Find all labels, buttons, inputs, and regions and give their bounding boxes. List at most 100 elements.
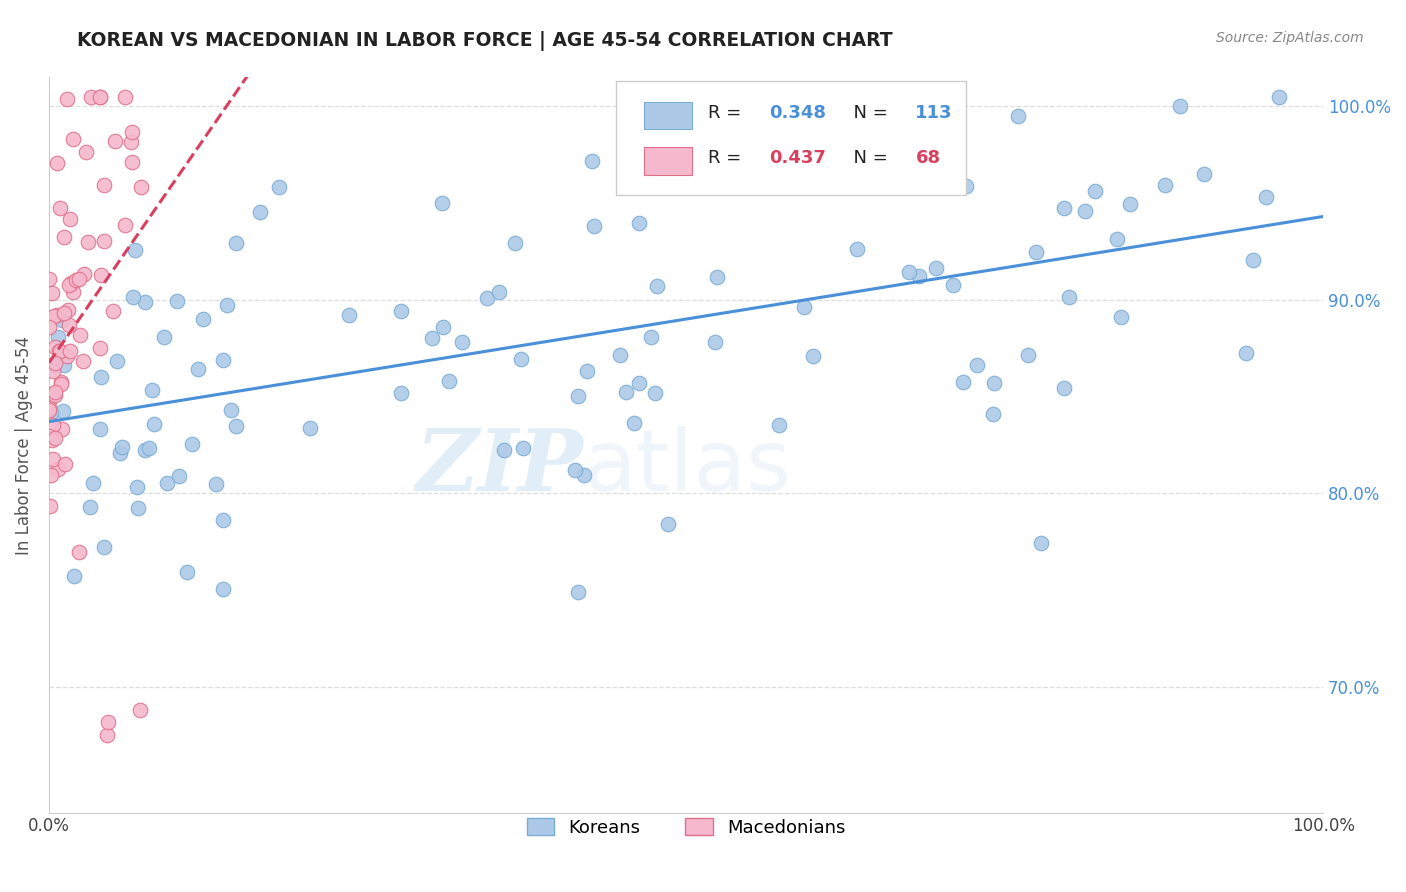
Macedonians [44, 340, 66, 354]
Koreans [298, 421, 321, 435]
Koreans [142, 417, 165, 431]
Koreans [1153, 178, 1175, 193]
Macedonians [59, 211, 82, 226]
FancyBboxPatch shape [616, 81, 966, 195]
Koreans [39, 406, 62, 420]
Text: 68: 68 [915, 149, 941, 168]
Koreans [1007, 109, 1029, 123]
Koreans [90, 370, 112, 384]
Koreans [432, 320, 454, 334]
Macedonians [44, 384, 66, 399]
Macedonians [129, 179, 152, 194]
Koreans [645, 278, 668, 293]
Koreans [82, 475, 104, 490]
Koreans [134, 295, 156, 310]
Macedonians [89, 90, 111, 104]
Koreans [89, 422, 111, 436]
Koreans [644, 385, 666, 400]
FancyBboxPatch shape [644, 102, 692, 129]
Macedonians [56, 303, 79, 318]
Macedonians [39, 499, 62, 513]
Macedonians [75, 145, 97, 160]
Macedonians [73, 267, 96, 281]
Koreans [942, 277, 965, 292]
Koreans [52, 404, 75, 418]
Koreans [191, 312, 214, 326]
Koreans [1053, 381, 1076, 395]
Macedonians [62, 285, 84, 299]
Text: R =: R = [707, 103, 747, 121]
Macedonians [42, 364, 65, 378]
Koreans [983, 376, 1005, 390]
Koreans [488, 285, 510, 299]
Koreans [567, 389, 589, 403]
Koreans [63, 569, 86, 583]
Koreans [876, 90, 898, 104]
Koreans [225, 418, 247, 433]
Macedonians [51, 422, 73, 436]
Macedonians [52, 305, 75, 319]
Koreans [211, 513, 233, 527]
Macedonians [67, 271, 90, 285]
Koreans [1029, 535, 1052, 549]
FancyBboxPatch shape [644, 147, 692, 175]
Text: R =: R = [707, 149, 747, 168]
Koreans [1234, 346, 1257, 360]
Koreans [897, 265, 920, 279]
Koreans [908, 269, 931, 284]
Macedonians [120, 135, 142, 149]
Koreans [966, 358, 988, 372]
Text: N =: N = [842, 149, 893, 168]
Koreans [1168, 99, 1191, 113]
Text: ZIP: ZIP [416, 425, 583, 508]
Macedonians [69, 327, 91, 342]
Koreans [706, 270, 728, 285]
Macedonians [38, 272, 60, 286]
Koreans [564, 463, 586, 477]
Koreans [432, 195, 454, 210]
Koreans [337, 308, 360, 322]
Koreans [93, 540, 115, 554]
Koreans [121, 289, 143, 303]
Macedonians [38, 429, 60, 443]
Koreans [475, 292, 498, 306]
Macedonians [104, 134, 127, 148]
Macedonians [52, 229, 75, 244]
Koreans [664, 132, 686, 146]
Koreans [728, 166, 751, 180]
Koreans [127, 501, 149, 516]
Koreans [624, 165, 647, 179]
Koreans [1105, 232, 1128, 246]
Macedonians [38, 403, 60, 417]
Macedonians [42, 452, 65, 467]
Koreans [187, 362, 209, 376]
Macedonians [114, 218, 136, 232]
Koreans [657, 516, 679, 531]
Macedonians [42, 417, 65, 432]
Koreans [389, 304, 412, 318]
Koreans [42, 358, 65, 372]
Koreans [1241, 252, 1264, 267]
Legend: Koreans, Macedonians: Koreans, Macedonians [520, 811, 852, 844]
Koreans [1192, 167, 1215, 181]
Koreans [211, 582, 233, 596]
Text: Source: ZipAtlas.com: Source: ZipAtlas.com [1216, 31, 1364, 45]
Koreans [420, 331, 443, 345]
Macedonians [39, 468, 62, 483]
Koreans [1256, 189, 1278, 203]
Koreans [389, 385, 412, 400]
Macedonians [44, 431, 66, 445]
Macedonians [60, 276, 83, 290]
Koreans [46, 330, 69, 344]
Koreans [981, 407, 1004, 421]
Koreans [1267, 90, 1289, 104]
Koreans [111, 440, 134, 454]
Macedonians [41, 387, 63, 401]
Koreans [793, 300, 815, 314]
Koreans [512, 441, 534, 455]
Macedonians [62, 131, 84, 145]
Macedonians [49, 375, 72, 389]
Macedonians [80, 90, 103, 104]
Koreans [52, 358, 75, 372]
Koreans [567, 584, 589, 599]
